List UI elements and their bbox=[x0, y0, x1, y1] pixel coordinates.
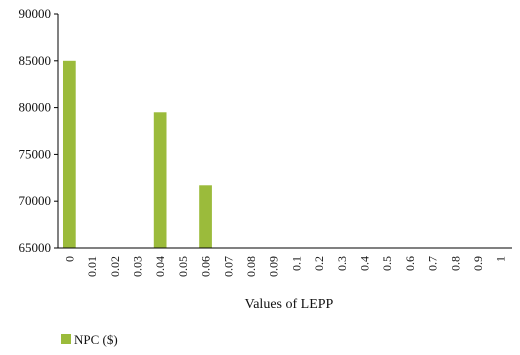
x-tick-label-0.05: 0.05 bbox=[176, 256, 190, 277]
x-tick-label-0.07: 0.07 bbox=[221, 256, 235, 277]
x-tick-label-0.1: 0.1 bbox=[289, 256, 303, 271]
y-tick-label-80000: 80000 bbox=[19, 100, 52, 115]
bars bbox=[62, 60, 212, 248]
x-axis-title: Values of LEPP bbox=[245, 297, 334, 312]
x-tick-label-0.4: 0.4 bbox=[357, 256, 371, 271]
y-tick-label-65000: 65000 bbox=[19, 240, 52, 255]
legend-swatch-npc bbox=[61, 334, 71, 344]
x-tick-label-0.9: 0.9 bbox=[471, 256, 485, 271]
x-tick-label-0.01: 0.01 bbox=[85, 256, 99, 277]
x-tick-label-0.09: 0.09 bbox=[267, 256, 281, 277]
x-tick-label-0.2: 0.2 bbox=[312, 256, 326, 271]
x-tick-label-0.7: 0.7 bbox=[426, 256, 440, 271]
x-tick-label-0.03: 0.03 bbox=[130, 256, 144, 277]
y-tick-label-70000: 70000 bbox=[19, 193, 52, 208]
legend-label-npc: NPC ($) bbox=[74, 332, 118, 347]
x-tick-label-0: 0 bbox=[62, 256, 76, 262]
x-tick-label-0.06: 0.06 bbox=[199, 256, 213, 277]
y-axis-ticks: 65000 70000 75000 80000 85000 90000 bbox=[19, 6, 58, 255]
bar-0.04 bbox=[153, 112, 167, 248]
x-tick-label-0.8: 0.8 bbox=[448, 256, 462, 271]
x-tick-label-0.3: 0.3 bbox=[335, 256, 349, 271]
x-tick-label-0.04: 0.04 bbox=[153, 256, 167, 277]
x-axis-ticks: 0 0.01 0.02 0.03 0.04 0.05 0.06 0.07 0.08 0.09 0.1… bbox=[62, 256, 507, 277]
x-tick-label-0.5: 0.5 bbox=[380, 256, 394, 271]
bar-0.06 bbox=[199, 185, 212, 248]
bar-0 bbox=[62, 60, 76, 248]
y-tick-label-85000: 85000 bbox=[19, 53, 52, 68]
y-tick-label-75000: 75000 bbox=[19, 146, 52, 161]
x-tick-label-0.02: 0.02 bbox=[108, 256, 122, 277]
x-tick-label-0.6: 0.6 bbox=[403, 256, 417, 271]
legend: NPC ($) bbox=[61, 332, 118, 347]
x-tick-label-1: 1 bbox=[494, 256, 508, 262]
y-tick-label-90000: 90000 bbox=[19, 6, 52, 21]
x-tick-label-0.08: 0.08 bbox=[244, 256, 258, 277]
